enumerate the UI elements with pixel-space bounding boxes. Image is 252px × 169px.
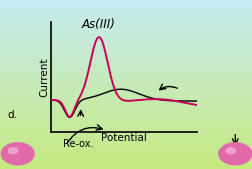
Text: Re-ox.: Re-ox. bbox=[63, 139, 93, 149]
Circle shape bbox=[225, 148, 234, 154]
Y-axis label: Current: Current bbox=[39, 57, 49, 97]
X-axis label: Potential: Potential bbox=[101, 133, 146, 143]
Circle shape bbox=[218, 143, 251, 165]
Text: As(III): As(III) bbox=[82, 18, 115, 31]
Circle shape bbox=[1, 143, 34, 165]
Text: d.: d. bbox=[8, 110, 18, 120]
Circle shape bbox=[9, 148, 18, 154]
